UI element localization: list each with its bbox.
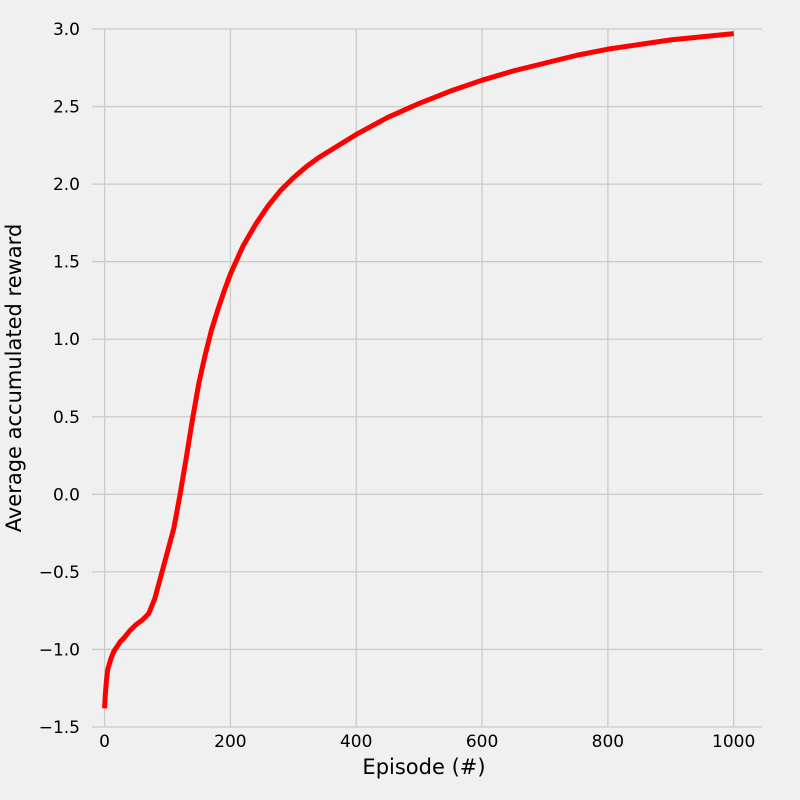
x-tick-label: 400: [340, 732, 372, 752]
x-tick-label: 800: [592, 732, 624, 752]
grid-lines: [92, 28, 762, 728]
y-axis-label: Average accumulated reward: [2, 224, 26, 533]
x-tick-label: 0: [99, 732, 110, 752]
y-tick-label: 1.5: [53, 253, 80, 273]
y-tick-label: 3.0: [53, 20, 80, 40]
x-axis-label: Episode (#): [362, 755, 485, 779]
y-tick-label: 0.0: [53, 485, 80, 505]
y-tick-label: −1.0: [39, 640, 80, 660]
series-layer: [102, 31, 734, 709]
x-tick-label: 200: [214, 732, 246, 752]
series-line: [102, 31, 734, 709]
y-tick-label: 0.5: [53, 408, 80, 428]
y-tick-label: −0.5: [39, 563, 80, 583]
y-tick-label: 2.5: [53, 98, 80, 118]
tick-labels: −1.5 −1.0 −0.5 0.0 0.5 1.0 1.5 2.0 2.5 3.0 0 200 400…: [39, 20, 756, 752]
x-tick-label: 1000: [712, 732, 755, 752]
y-tick-label: 2.0: [53, 175, 80, 195]
y-tick-label: −1.5: [39, 718, 80, 738]
y-tick-label: 1.0: [53, 330, 80, 350]
x-tick-label: 600: [466, 732, 498, 752]
